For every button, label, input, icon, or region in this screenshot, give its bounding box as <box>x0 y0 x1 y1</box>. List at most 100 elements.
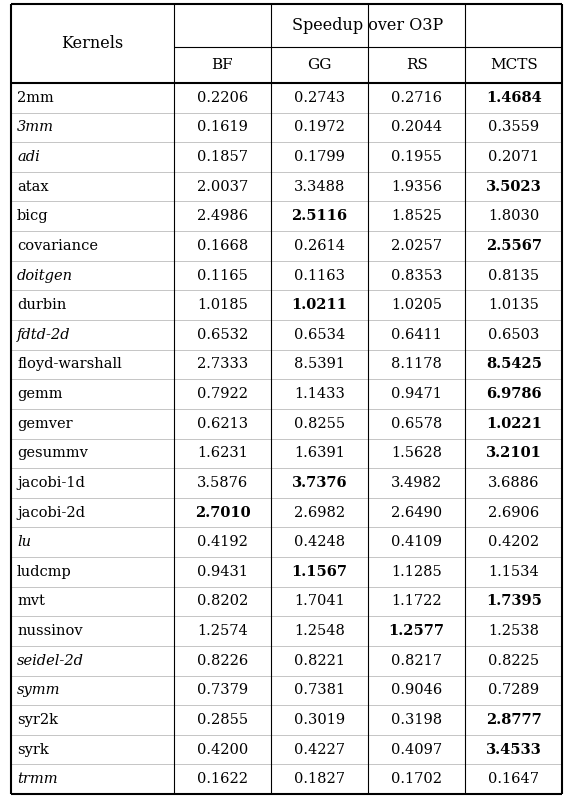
Text: 0.4192: 0.4192 <box>197 535 248 549</box>
Text: 1.4684: 1.4684 <box>486 91 542 105</box>
Text: 0.4200: 0.4200 <box>197 743 248 757</box>
Text: 3.5876: 3.5876 <box>197 476 248 490</box>
Text: 0.7289: 0.7289 <box>488 683 540 697</box>
Text: 1.7041: 1.7041 <box>294 595 345 608</box>
Text: 2.7010: 2.7010 <box>195 506 250 519</box>
Text: 1.6391: 1.6391 <box>294 446 345 460</box>
Text: 0.8353: 0.8353 <box>391 269 442 282</box>
Text: 3.3488: 3.3488 <box>294 180 345 194</box>
Text: 0.7379: 0.7379 <box>197 683 248 697</box>
Text: 1.2538: 1.2538 <box>488 624 539 638</box>
Text: 1.7395: 1.7395 <box>486 595 542 608</box>
Text: 0.1165: 0.1165 <box>197 269 248 282</box>
Text: 0.2044: 0.2044 <box>391 120 442 134</box>
Text: jacobi-1d: jacobi-1d <box>17 476 85 490</box>
Text: 8.1178: 8.1178 <box>391 358 442 371</box>
Text: 0.6532: 0.6532 <box>197 328 248 342</box>
Text: 0.1163: 0.1163 <box>294 269 345 282</box>
Text: 0.8225: 0.8225 <box>488 654 540 668</box>
Text: 0.3559: 0.3559 <box>488 120 540 134</box>
Text: 1.8030: 1.8030 <box>488 209 540 223</box>
Text: 3.6886: 3.6886 <box>488 476 540 490</box>
Text: gemm: gemm <box>17 387 62 401</box>
Text: 0.7381: 0.7381 <box>294 683 345 697</box>
Text: durbin: durbin <box>17 298 66 312</box>
Text: 0.8217: 0.8217 <box>391 654 442 668</box>
Text: 0.2206: 0.2206 <box>197 91 248 105</box>
Text: 0.1647: 0.1647 <box>488 772 539 786</box>
Text: 2.0037: 2.0037 <box>197 180 248 194</box>
Text: MCTS: MCTS <box>490 58 538 72</box>
Text: 1.2577: 1.2577 <box>389 624 445 638</box>
Text: 1.1534: 1.1534 <box>488 565 539 579</box>
Text: gesummv: gesummv <box>17 446 88 460</box>
Text: 0.1668: 0.1668 <box>197 239 248 253</box>
Text: ludcmp: ludcmp <box>17 565 72 579</box>
Text: 0.1622: 0.1622 <box>197 772 248 786</box>
Text: nussinov: nussinov <box>17 624 83 638</box>
Text: syr2k: syr2k <box>17 713 58 727</box>
Text: 1.0135: 1.0135 <box>488 298 539 312</box>
Text: 1.1567: 1.1567 <box>291 565 348 579</box>
Text: 1.1722: 1.1722 <box>391 595 442 608</box>
Text: adi: adi <box>17 150 40 164</box>
Text: 0.7922: 0.7922 <box>197 387 248 401</box>
Text: 0.4248: 0.4248 <box>294 535 345 549</box>
Text: 1.8525: 1.8525 <box>391 209 442 223</box>
Text: 2.8777: 2.8777 <box>486 713 542 727</box>
Text: 3.2101: 3.2101 <box>486 446 542 460</box>
Text: 2.4986: 2.4986 <box>197 209 248 223</box>
Text: 0.6578: 0.6578 <box>391 417 442 431</box>
Text: RS: RS <box>406 58 428 72</box>
Text: 6.9786: 6.9786 <box>486 387 541 401</box>
Text: 1.5628: 1.5628 <box>391 446 442 460</box>
Text: 0.1857: 0.1857 <box>197 150 248 164</box>
Text: 0.2614: 0.2614 <box>294 239 345 253</box>
Text: 3.4982: 3.4982 <box>391 476 442 490</box>
Text: floyd-warshall: floyd-warshall <box>17 358 122 371</box>
Text: 0.2716: 0.2716 <box>391 91 442 105</box>
Text: 0.4097: 0.4097 <box>391 743 442 757</box>
Text: 0.6503: 0.6503 <box>488 328 540 342</box>
Text: 0.8221: 0.8221 <box>294 654 345 668</box>
Text: GG: GG <box>307 58 332 72</box>
Text: 2.0257: 2.0257 <box>391 239 442 253</box>
Text: 1.1433: 1.1433 <box>294 387 345 401</box>
Text: 0.9471: 0.9471 <box>391 387 442 401</box>
Text: 1.9356: 1.9356 <box>391 180 442 194</box>
Text: 0.2743: 0.2743 <box>294 91 345 105</box>
Text: doitgen: doitgen <box>17 269 73 282</box>
Text: 0.8226: 0.8226 <box>197 654 248 668</box>
Text: 0.4227: 0.4227 <box>294 743 345 757</box>
Text: syrk: syrk <box>17 743 49 757</box>
Text: 0.2071: 0.2071 <box>488 150 539 164</box>
Text: 3.7376: 3.7376 <box>292 476 348 490</box>
Text: 3mm: 3mm <box>17 120 54 134</box>
Text: 0.8135: 0.8135 <box>488 269 540 282</box>
Text: 0.8255: 0.8255 <box>294 417 345 431</box>
Text: 0.1619: 0.1619 <box>197 120 248 134</box>
Text: 1.2574: 1.2574 <box>197 624 248 638</box>
Text: 1.2548: 1.2548 <box>294 624 345 638</box>
Text: 0.1955: 0.1955 <box>391 150 442 164</box>
Text: jacobi-2d: jacobi-2d <box>17 506 85 519</box>
Text: 0.1827: 0.1827 <box>294 772 345 786</box>
Text: 2.5116: 2.5116 <box>291 209 348 223</box>
Text: 3.4533: 3.4533 <box>486 743 542 757</box>
Text: seidel-2d: seidel-2d <box>17 654 84 668</box>
Text: 2.5567: 2.5567 <box>486 239 542 253</box>
Text: 1.1285: 1.1285 <box>391 565 442 579</box>
Text: symm: symm <box>17 683 61 697</box>
Text: Kernels: Kernels <box>61 35 124 52</box>
Text: 0.3198: 0.3198 <box>391 713 442 727</box>
Text: 1.6231: 1.6231 <box>197 446 248 460</box>
Text: 0.1702: 0.1702 <box>391 772 442 786</box>
Text: 1.0185: 1.0185 <box>197 298 248 312</box>
Text: 0.9046: 0.9046 <box>391 683 442 697</box>
Text: 8.5425: 8.5425 <box>486 358 542 371</box>
Text: 8.5391: 8.5391 <box>294 358 345 371</box>
Text: 1.0211: 1.0211 <box>291 298 348 312</box>
Text: mvt: mvt <box>17 595 45 608</box>
Text: 0.6534: 0.6534 <box>294 328 345 342</box>
Text: 1.0221: 1.0221 <box>486 417 542 431</box>
